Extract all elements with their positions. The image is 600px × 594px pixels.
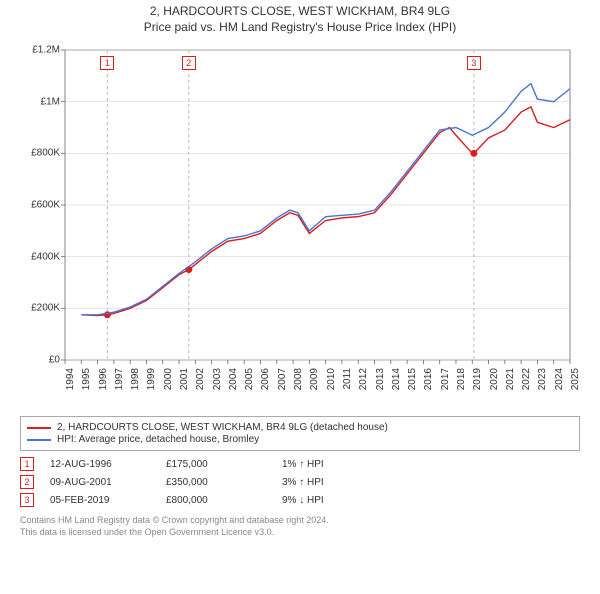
legend-label: HPI: Average price, detached house, Brom… [57, 434, 259, 445]
x-tick-label: 2001 [179, 368, 190, 408]
x-tick-label: 2007 [277, 368, 288, 408]
x-tick-label: 2017 [440, 368, 451, 408]
sale-price: £350,000 [166, 477, 266, 488]
attribution-text: Contains HM Land Registry data © Crown c… [20, 515, 580, 538]
page-title: 2, HARDCOURTS CLOSE, WEST WICKHAM, BR4 9… [0, 4, 600, 18]
y-tick-label: £600K [20, 200, 60, 211]
sale-price: £175,000 [166, 459, 266, 470]
y-tick-label: £1M [20, 96, 60, 107]
x-tick-label: 1994 [65, 368, 76, 408]
x-tick-label: 2002 [195, 368, 206, 408]
legend-label: 2, HARDCOURTS CLOSE, WEST WICKHAM, BR4 9… [57, 422, 388, 433]
x-tick-label: 2012 [358, 368, 369, 408]
sale-row: 3 05-FEB-2019 £800,000 9% ↓ HPI [20, 493, 580, 507]
x-tick-label: 1998 [130, 368, 141, 408]
x-tick-label: 1999 [146, 368, 157, 408]
sale-marker-icon: 3 [20, 493, 34, 507]
sale-hpi-delta: 1% ↑ HPI [282, 459, 382, 470]
attribution-line1: Contains HM Land Registry data © Crown c… [20, 515, 580, 527]
x-tick-label: 2015 [407, 368, 418, 408]
sale-date: 05-FEB-2019 [50, 495, 150, 506]
page-subtitle: Price paid vs. HM Land Registry's House … [0, 20, 600, 34]
x-tick-label: 2021 [505, 368, 516, 408]
y-tick-label: £1.2M [20, 45, 60, 56]
sales-table: 1 12-AUG-1996 £175,000 1% ↑ HPI 2 09-AUG-2001… [20, 457, 580, 507]
x-tick-label: 2004 [228, 368, 239, 408]
legend-line-swatch [27, 439, 51, 441]
sale-marker-icon: 1 [20, 457, 34, 471]
sale-date: 12-AUG-1996 [50, 459, 150, 470]
x-tick-label: 2006 [260, 368, 271, 408]
x-tick-label: 2008 [293, 368, 304, 408]
sale-row: 2 09-AUG-2001 £350,000 3% ↑ HPI [20, 475, 580, 489]
chart-marker-box: 2 [182, 56, 196, 70]
sale-marker-icon: 2 [20, 475, 34, 489]
chart-svg [20, 40, 580, 410]
x-tick-label: 2019 [472, 368, 483, 408]
x-tick-label: 2010 [326, 368, 337, 408]
legend-item: 2, HARDCOURTS CLOSE, WEST WICKHAM, BR4 9… [27, 422, 573, 433]
chart-legend: 2, HARDCOURTS CLOSE, WEST WICKHAM, BR4 9… [20, 416, 580, 451]
x-tick-label: 2020 [489, 368, 500, 408]
x-tick-label: 2000 [163, 368, 174, 408]
x-tick-label: 1997 [114, 368, 125, 408]
legend-line-swatch [27, 427, 51, 429]
x-tick-label: 2023 [537, 368, 548, 408]
x-tick-label: 1996 [98, 368, 109, 408]
y-tick-label: £800K [20, 148, 60, 159]
x-tick-label: 2013 [375, 368, 386, 408]
chart-marker-box: 3 [467, 56, 481, 70]
x-tick-label: 2016 [423, 368, 434, 408]
sale-price: £800,000 [166, 495, 266, 506]
sale-date: 09-AUG-2001 [50, 477, 150, 488]
x-tick-label: 2014 [391, 368, 402, 408]
x-tick-label: 1995 [81, 368, 92, 408]
attribution-line2: This data is licensed under the Open Gov… [20, 527, 580, 539]
chart-marker-box: 1 [100, 56, 114, 70]
y-tick-label: £400K [20, 251, 60, 262]
x-tick-label: 2025 [570, 368, 581, 408]
y-tick-label: £0 [20, 355, 60, 366]
x-tick-label: 2011 [342, 368, 353, 408]
price-chart: £0 £200K £400K £600K £800K £1M £1.2M 1994 1995 19… [20, 40, 580, 410]
sale-hpi-delta: 9% ↓ HPI [282, 495, 382, 506]
legend-item: HPI: Average price, detached house, Brom… [27, 434, 573, 445]
x-tick-label: 2003 [212, 368, 223, 408]
x-tick-label: 2009 [309, 368, 320, 408]
y-tick-label: £200K [20, 303, 60, 314]
sale-hpi-delta: 3% ↑ HPI [282, 477, 382, 488]
x-tick-label: 2005 [244, 368, 255, 408]
x-tick-label: 2022 [521, 368, 532, 408]
x-tick-label: 2018 [456, 368, 467, 408]
x-tick-label: 2024 [554, 368, 565, 408]
sale-row: 1 12-AUG-1996 £175,000 1% ↑ HPI [20, 457, 580, 471]
